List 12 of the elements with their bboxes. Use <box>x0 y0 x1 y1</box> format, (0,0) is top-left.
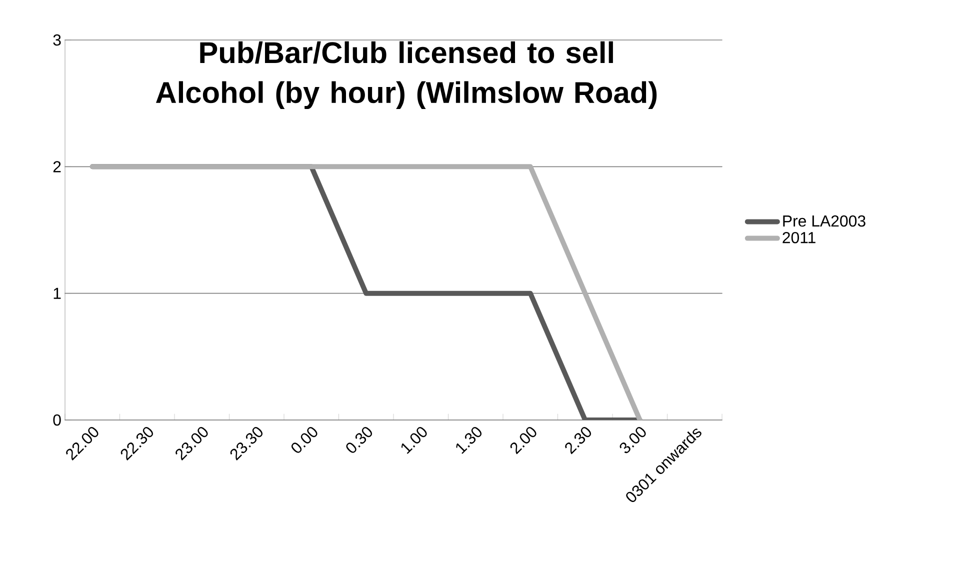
y-tick-label: 3 <box>53 34 61 46</box>
text: Pub/Bar/Club licensed to sell Alcohol (by hour) (Wilmslow Road) <box>156 41 657 110</box>
legend-label: 2011 <box>782 232 816 244</box>
x-tick-label: 1.00 <box>401 427 427 454</box>
x-tick-label: 3.00 <box>620 427 646 454</box>
legend-label: Pre LA2003 <box>783 215 866 227</box>
x-tick-label: 0.30 <box>346 427 372 453</box>
x-tick-label: 0.00 <box>291 427 318 453</box>
y-tick-label: 2 <box>53 161 61 172</box>
y-tick-label: 1 <box>54 288 61 299</box>
x-tick-label: 1.30 <box>456 427 482 454</box>
y-tick-label: 0 <box>53 414 61 426</box>
